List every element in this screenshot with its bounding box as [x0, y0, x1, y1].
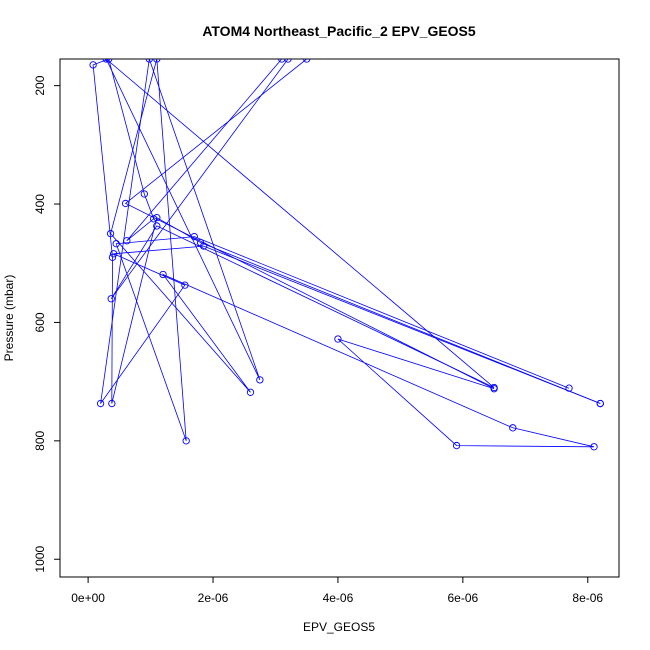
y-tick-label: 200: [33, 75, 47, 95]
y-tick-label: 400: [33, 194, 47, 214]
data-point: [509, 424, 517, 432]
data-point: [121, 199, 130, 208]
plot-area: [89, 59, 604, 451]
data-point: [108, 253, 117, 261]
data-point: [108, 399, 116, 408]
data-point: [153, 59, 161, 63]
data-point: [246, 388, 255, 396]
chart-title: ATOM4 Northeast_Pacific_2 EPV_GEOS5: [202, 23, 476, 39]
data-point: [153, 222, 161, 230]
y-tick-label: 1000: [33, 546, 47, 573]
x-tick-label: 8e-06: [572, 591, 603, 605]
data-point: [452, 441, 461, 450]
data-point: [596, 399, 604, 408]
x-tick-label: 6e-06: [448, 591, 479, 605]
y-tick-label: 600: [33, 312, 47, 332]
data-point: [278, 59, 286, 63]
data-point: [150, 215, 158, 223]
data-point: [159, 270, 167, 279]
x-tick-label: 0e+00: [71, 591, 105, 605]
data-point: [96, 399, 105, 408]
data-point: [107, 295, 115, 303]
data-point: [182, 437, 190, 445]
data-point: [256, 376, 264, 384]
data-point: [565, 384, 573, 392]
data-point: [145, 59, 153, 63]
x-tick-label: 2e-06: [198, 591, 229, 605]
data-point: [303, 59, 311, 63]
x-tick-label: 4e-06: [323, 591, 354, 605]
series-line-1: [100, 59, 601, 404]
data-point: [490, 385, 498, 393]
series-line-3: [92, 59, 601, 404]
data-point: [102, 59, 110, 63]
y-axis-label: Pressure (mbar): [2, 275, 16, 362]
y-axis: 200 400 600 800 1000: [33, 75, 61, 573]
data-point: [112, 240, 120, 248]
data-point: [153, 214, 161, 222]
data-point: [123, 237, 131, 245]
series-line-2: [110, 59, 595, 448]
data-point: [590, 443, 598, 451]
data-point: [105, 59, 113, 63]
data-point: [89, 61, 97, 69]
data-point: [110, 250, 118, 258]
y-tick-label: 800: [33, 431, 47, 451]
data-point: [196, 238, 205, 247]
x-axis: 0e+00 2e-06 4e-06 6e-06 8e-06: [71, 576, 603, 605]
data-point: [140, 190, 148, 198]
x-axis-label: EPV_GEOS5: [303, 620, 375, 634]
data-point: [334, 335, 342, 343]
data-point: [284, 59, 292, 63]
data-point: [190, 232, 198, 241]
